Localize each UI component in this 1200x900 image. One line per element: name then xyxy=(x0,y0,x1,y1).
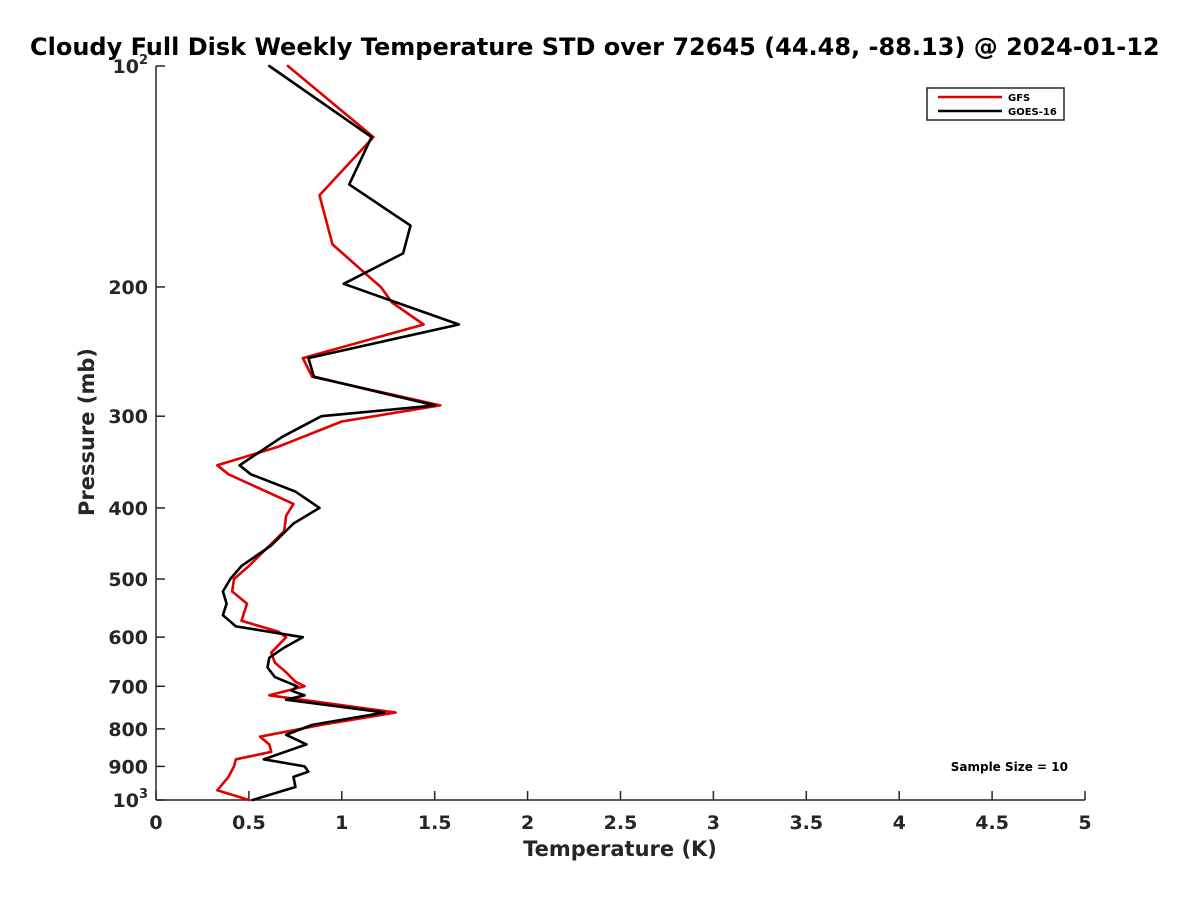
y-tick-label: 600 xyxy=(108,627,148,649)
y-axis: 102 200 300 400 500 600 700 800 900 103 xyxy=(108,53,165,812)
x-tick-label: 2.5 xyxy=(604,812,638,834)
y-tick-label: 500 xyxy=(108,569,148,591)
x-axis: 0 0.5 1 1.5 2 2.5 3 3.5 4 4.5 5 xyxy=(149,791,1092,834)
y-tick-label: 700 xyxy=(108,676,148,698)
x-tick-label: 0.5 xyxy=(232,812,266,834)
y-tick-label: 800 xyxy=(108,719,148,741)
series-lines xyxy=(216,64,461,802)
series-line-goes-16 xyxy=(221,64,461,802)
y-tick-label: 400 xyxy=(108,498,148,520)
x-tick-label: 3.5 xyxy=(789,812,823,834)
x-tick-label: 1 xyxy=(335,812,348,834)
y-tick-label: 900 xyxy=(108,756,148,778)
legend-box xyxy=(926,87,1065,121)
x-tick-label: 4 xyxy=(893,812,906,834)
y-tick-label: 300 xyxy=(108,406,148,428)
x-tick-label: 5 xyxy=(1078,812,1091,834)
x-tick-label: 0 xyxy=(149,812,162,834)
x-tick-label: 3 xyxy=(707,812,720,834)
legend-label: GOES-16 xyxy=(1008,107,1057,118)
x-tick-label: 2 xyxy=(521,812,534,834)
y-tick-label: 102 xyxy=(113,53,149,78)
x-tick-label: 1.5 xyxy=(418,812,452,834)
y-tick-label: 103 xyxy=(113,787,149,812)
sample-size-annotation: Sample Size = 10 xyxy=(951,760,1068,774)
legend: GFS GOES-16 xyxy=(926,87,1065,121)
x-tick-label: 4.5 xyxy=(975,812,1009,834)
series-line-gfs xyxy=(216,64,442,802)
y-axis-label: Pressure (mb) xyxy=(75,348,99,516)
chart-title: Cloudy Full Disk Weekly Temperature STD … xyxy=(30,33,1160,61)
legend-label: GFS xyxy=(1008,93,1030,104)
y-tick-label: 200 xyxy=(108,277,148,299)
x-axis-label: Temperature (K) xyxy=(523,837,717,861)
